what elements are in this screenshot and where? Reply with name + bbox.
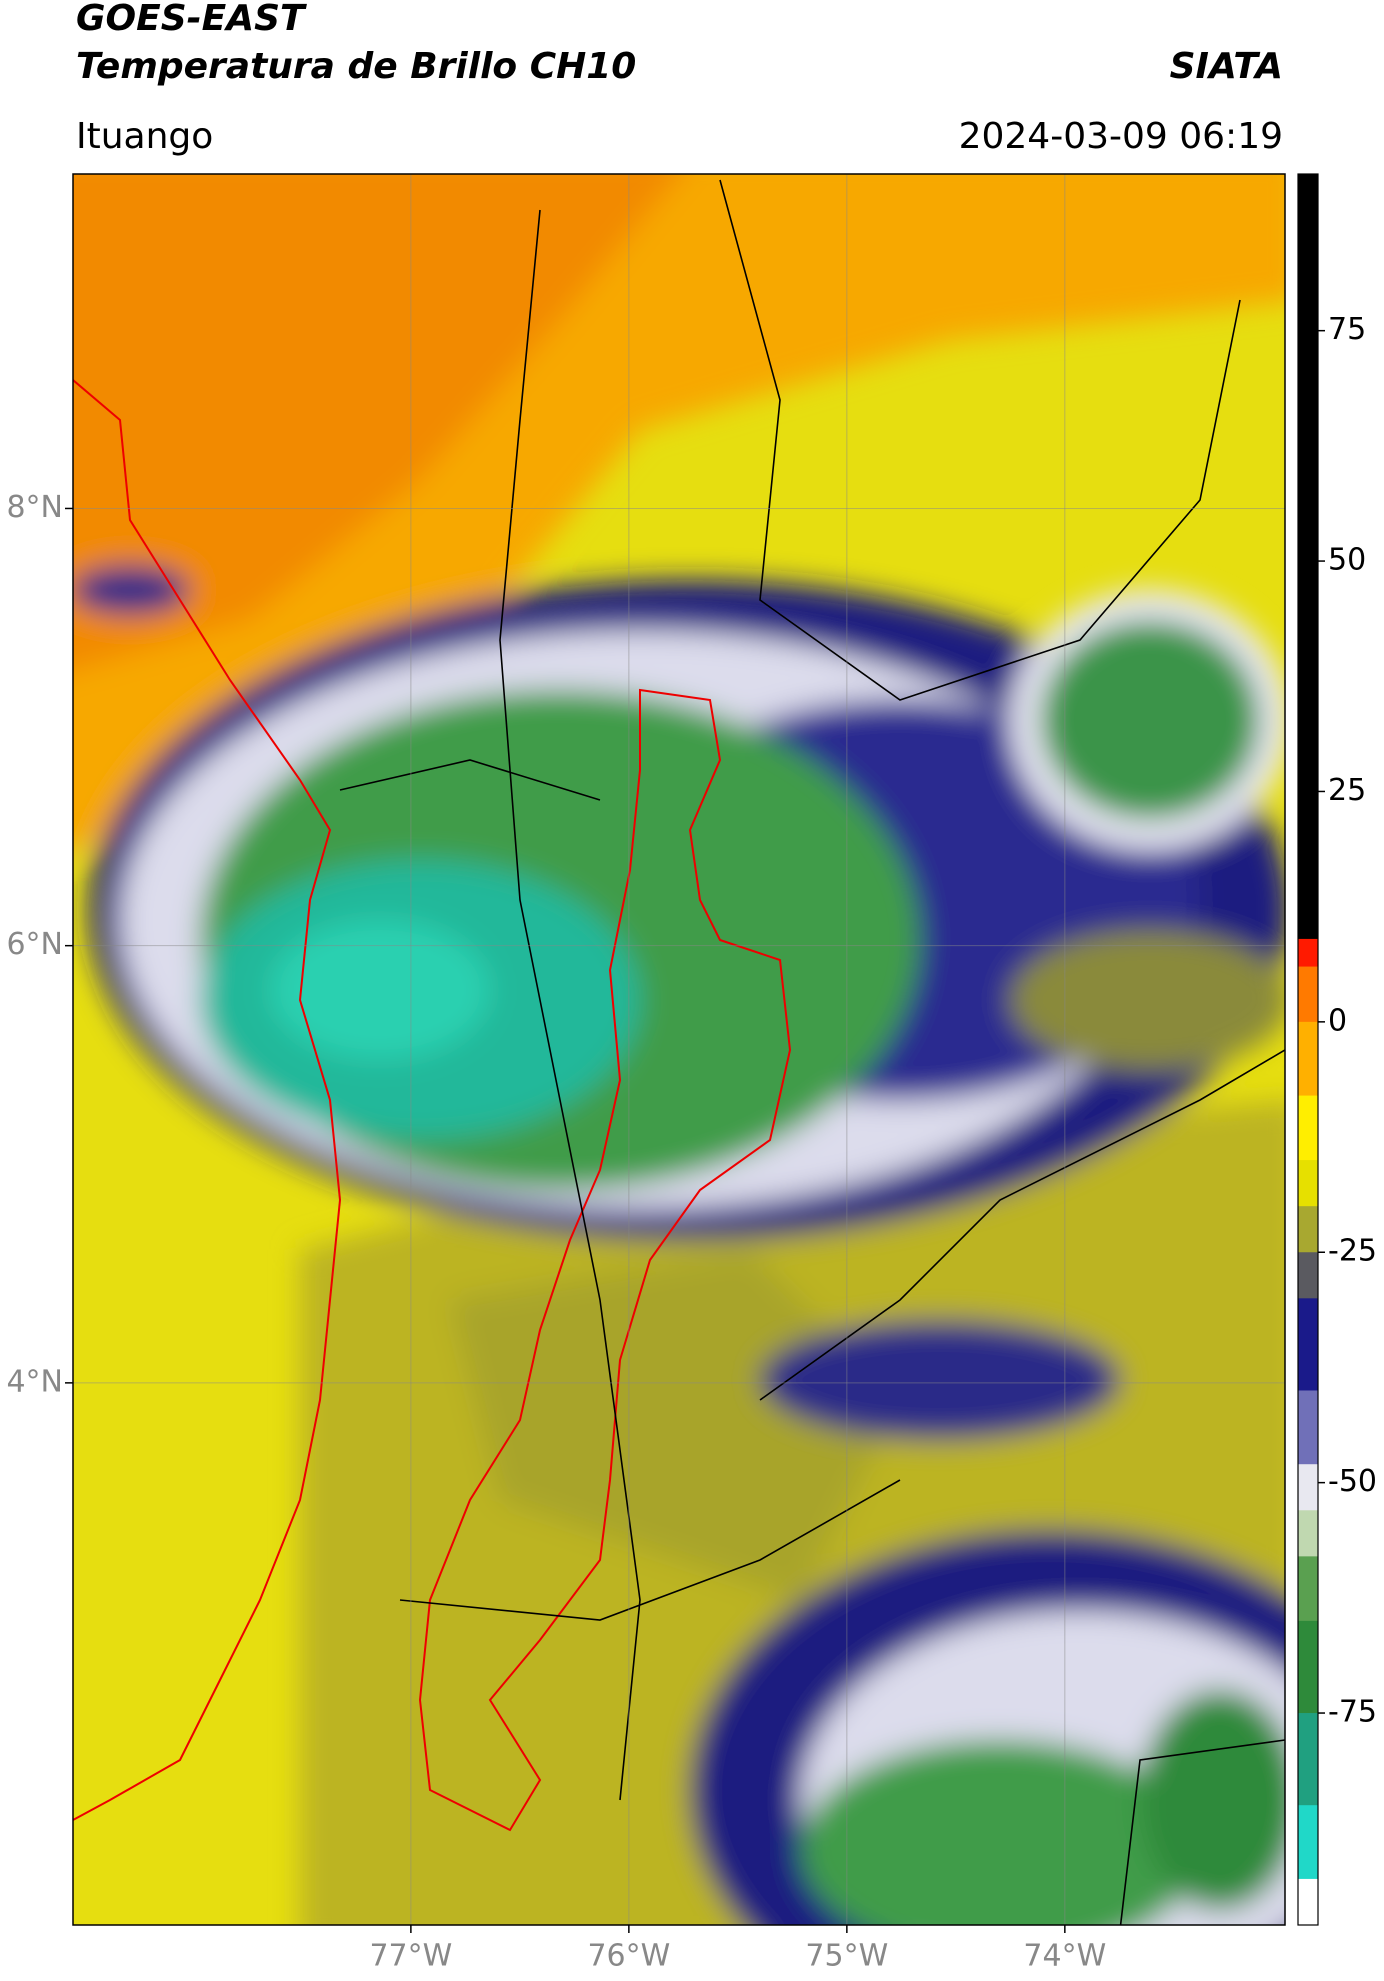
satellite-image bbox=[73, 174, 1285, 1925]
colorbar-segment bbox=[1298, 1805, 1318, 1880]
title: GOES-EAST bbox=[76, 0, 307, 39]
colorbar-tick-label: 0 bbox=[1328, 1003, 1347, 1038]
colorbar-segment bbox=[1298, 1160, 1318, 1207]
x-tick-label: 75°W bbox=[805, 1939, 888, 1974]
map-frame bbox=[72, 173, 1286, 1926]
colorbar-tick-label: -75 bbox=[1328, 1695, 1377, 1730]
colorbar-segment bbox=[1298, 1510, 1318, 1557]
colorbar-segment bbox=[1298, 1095, 1318, 1161]
colorbar-tick-label: -50 bbox=[1328, 1464, 1377, 1499]
y-tick-label: 4°N bbox=[6, 1364, 63, 1399]
x-tick-label: 77°W bbox=[369, 1939, 452, 1974]
colorbar-segment bbox=[1298, 1252, 1318, 1299]
x-tick-label: 74°W bbox=[1023, 1939, 1106, 1974]
colorbar-segment bbox=[1298, 966, 1318, 1023]
colorbar-frame bbox=[1297, 173, 1319, 1926]
colorbar-segment bbox=[1298, 1464, 1318, 1511]
colorbar-tick-label: 25 bbox=[1328, 773, 1366, 808]
colorbar-tick-label: 50 bbox=[1328, 543, 1366, 578]
colorbar-segment bbox=[1298, 1390, 1318, 1465]
colorbar-segment bbox=[1298, 1206, 1318, 1253]
colorbar: 75 50 25 0 -25 -50 -75 bbox=[1297, 173, 1377, 1926]
y-tick-label: 8°N bbox=[6, 490, 63, 525]
datetime: 2024-03-09 06:19 bbox=[959, 116, 1283, 157]
grid: 77°W 76°W 75°W 74°W 8°N 6°N 4°N bbox=[6, 174, 1285, 1974]
colorbar-segment bbox=[1298, 1620, 1318, 1714]
colorbar-tick-label: 75 bbox=[1328, 312, 1366, 347]
colorbar-segment bbox=[1298, 1878, 1318, 1926]
subtitle: Temperatura de Brillo CH10 bbox=[76, 46, 636, 87]
colorbar-tick-label: -25 bbox=[1328, 1234, 1377, 1269]
brand: SIATA bbox=[1170, 46, 1283, 87]
colorbar-segment bbox=[1298, 1298, 1318, 1391]
x-tick-label: 76°W bbox=[587, 1939, 670, 1974]
colorbar-segment bbox=[1298, 938, 1318, 968]
location: Ituango bbox=[76, 116, 213, 157]
colorbar-segment bbox=[1298, 1556, 1318, 1622]
colorbar-segment bbox=[1298, 174, 1318, 940]
y-tick-label: 6°N bbox=[6, 927, 63, 962]
colorbar-segment bbox=[1298, 1713, 1318, 1806]
colorbar-segment bbox=[1298, 1021, 1318, 1097]
